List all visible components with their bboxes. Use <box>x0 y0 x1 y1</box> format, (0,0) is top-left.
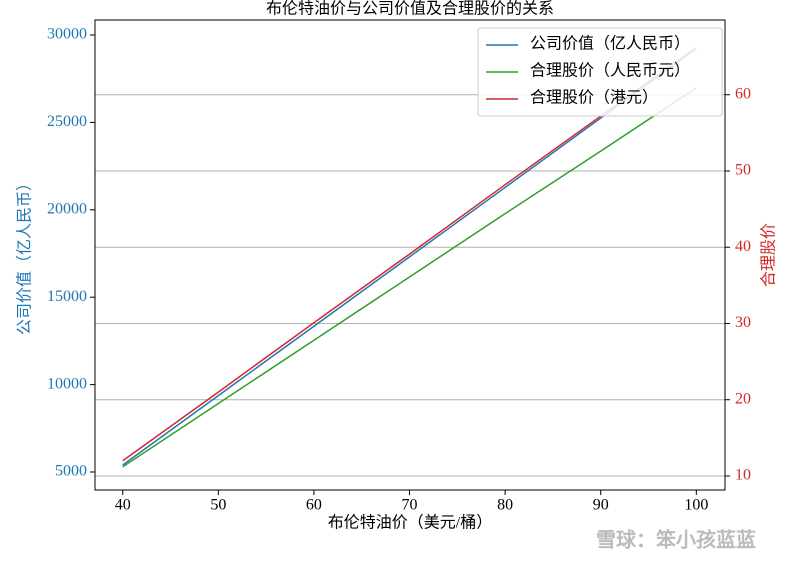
y2-tick-label: 10 <box>735 467 751 484</box>
y2-tick-label: 30 <box>735 314 751 331</box>
x-tick-label: 50 <box>210 497 226 514</box>
y-tick-label: 25000 <box>47 113 87 130</box>
y2-axis-label: 合理股价 <box>760 223 778 287</box>
legend-box <box>477 27 723 117</box>
y2-tick-label: 40 <box>735 238 751 255</box>
y-tick-label: 15000 <box>47 288 87 305</box>
legend-label: 合理股价（人民币元） <box>530 62 690 80</box>
watermark: 雪球：笨小孩蓝蓝 <box>596 528 756 552</box>
x-tick-label: 90 <box>593 497 609 514</box>
chart-title: 布伦特油价与公司价值及合理股价的关系 <box>266 0 554 18</box>
legend-label: 合理股价（港元） <box>530 89 658 107</box>
x-tick-label: 80 <box>497 497 513 514</box>
y2-tick-label: 50 <box>735 162 751 179</box>
y-tick-label: 20000 <box>47 200 87 217</box>
legend-label: 公司价值（亿人民币） <box>530 35 690 53</box>
x-tick-label: 70 <box>402 497 418 514</box>
series-line <box>122 87 697 468</box>
y-tick-label: 30000 <box>47 26 87 43</box>
x-tick-label: 100 <box>684 497 708 514</box>
y-tick-label: 5000 <box>55 463 87 480</box>
y-tick-label: 10000 <box>47 375 87 392</box>
x-tick-label: 60 <box>306 497 322 514</box>
x-axis-label: 布伦特油价（美元/桶） <box>328 514 492 532</box>
x-tick-label: 40 <box>115 497 131 514</box>
y-axis-label: 公司价值（亿人民币） <box>16 175 34 335</box>
y2-tick-label: 20 <box>735 390 751 407</box>
y2-tick-label: 60 <box>735 85 751 102</box>
series-line <box>122 48 697 466</box>
